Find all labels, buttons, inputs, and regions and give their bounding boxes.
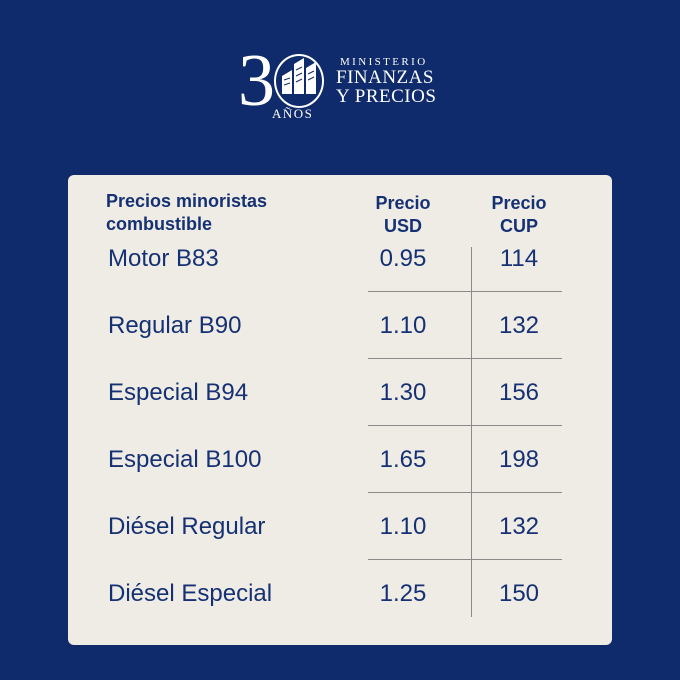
row-divider (368, 492, 562, 493)
fuel-name: Diésel Especial (108, 580, 273, 607)
header-cup: Precio CUP (474, 192, 564, 238)
column-divider (471, 247, 472, 617)
row-divider (368, 425, 562, 426)
logo-zero-ring (274, 54, 324, 108)
header-usd: Precio USD (358, 192, 448, 238)
building-icon (282, 58, 316, 94)
price-usd: 1.30 (379, 379, 427, 406)
price-usd: 0.95 (379, 245, 427, 272)
fuel-name: Especial B94 (108, 379, 249, 406)
price-cup: 114 (499, 245, 539, 272)
price-cup: 198 (498, 446, 540, 473)
header-product-line2: combustible (106, 214, 213, 234)
fuel-name: Regular B90 (108, 312, 242, 339)
table-row: Diésel Especial 1.25 150 (68, 581, 612, 648)
price-usd: 1.65 (379, 446, 427, 473)
row-divider (368, 291, 562, 292)
header-usd-line2: USD (383, 216, 422, 236)
price-cup: 132 (498, 513, 540, 540)
table-row: Motor B83 0.95 114 (68, 246, 612, 313)
header-product-line1: Precios minoristas (106, 191, 268, 211)
header-cup-line1: Precio (491, 193, 547, 213)
table-row: Regular B90 1.10 132 (68, 313, 612, 380)
logo-line-precios: Y PRECIOS (336, 86, 437, 107)
fuel-name: Especial B100 (108, 446, 262, 473)
price-cup: 150 (498, 580, 540, 607)
fuel-name: Motor B83 (108, 245, 219, 272)
price-cup: 156 (498, 379, 540, 406)
table-row: Diésel Regular 1.10 132 (68, 514, 612, 581)
price-usd: 1.10 (379, 312, 427, 339)
logo-line-ministerio: MINISTERIO (340, 56, 428, 68)
ministry-logo: 3 AÑOS MINISTERIO FINANZAS Y PRECIOS (236, 44, 446, 130)
price-usd: 1.25 (379, 580, 427, 607)
row-divider (368, 358, 562, 359)
price-usd: 1.10 (379, 513, 427, 540)
table-row: Especial B100 1.65 198 (68, 447, 612, 514)
header-cup-line2: CUP (499, 216, 538, 236)
row-divider (368, 559, 562, 560)
logo-line-finanzas: FINANZAS (336, 67, 434, 88)
header-product: Precios minoristas combustible (106, 190, 336, 236)
logo-years-label: AÑOS (272, 106, 314, 121)
table-row: Especial B94 1.30 156 (68, 380, 612, 447)
price-cup: 132 (498, 312, 540, 339)
header-usd-line1: Precio (375, 193, 431, 213)
logo-digit: 3 (238, 40, 275, 122)
price-table-card: Precios minoristas combustible Precio US… (68, 175, 612, 645)
fuel-name: Diésel Regular (108, 513, 266, 540)
